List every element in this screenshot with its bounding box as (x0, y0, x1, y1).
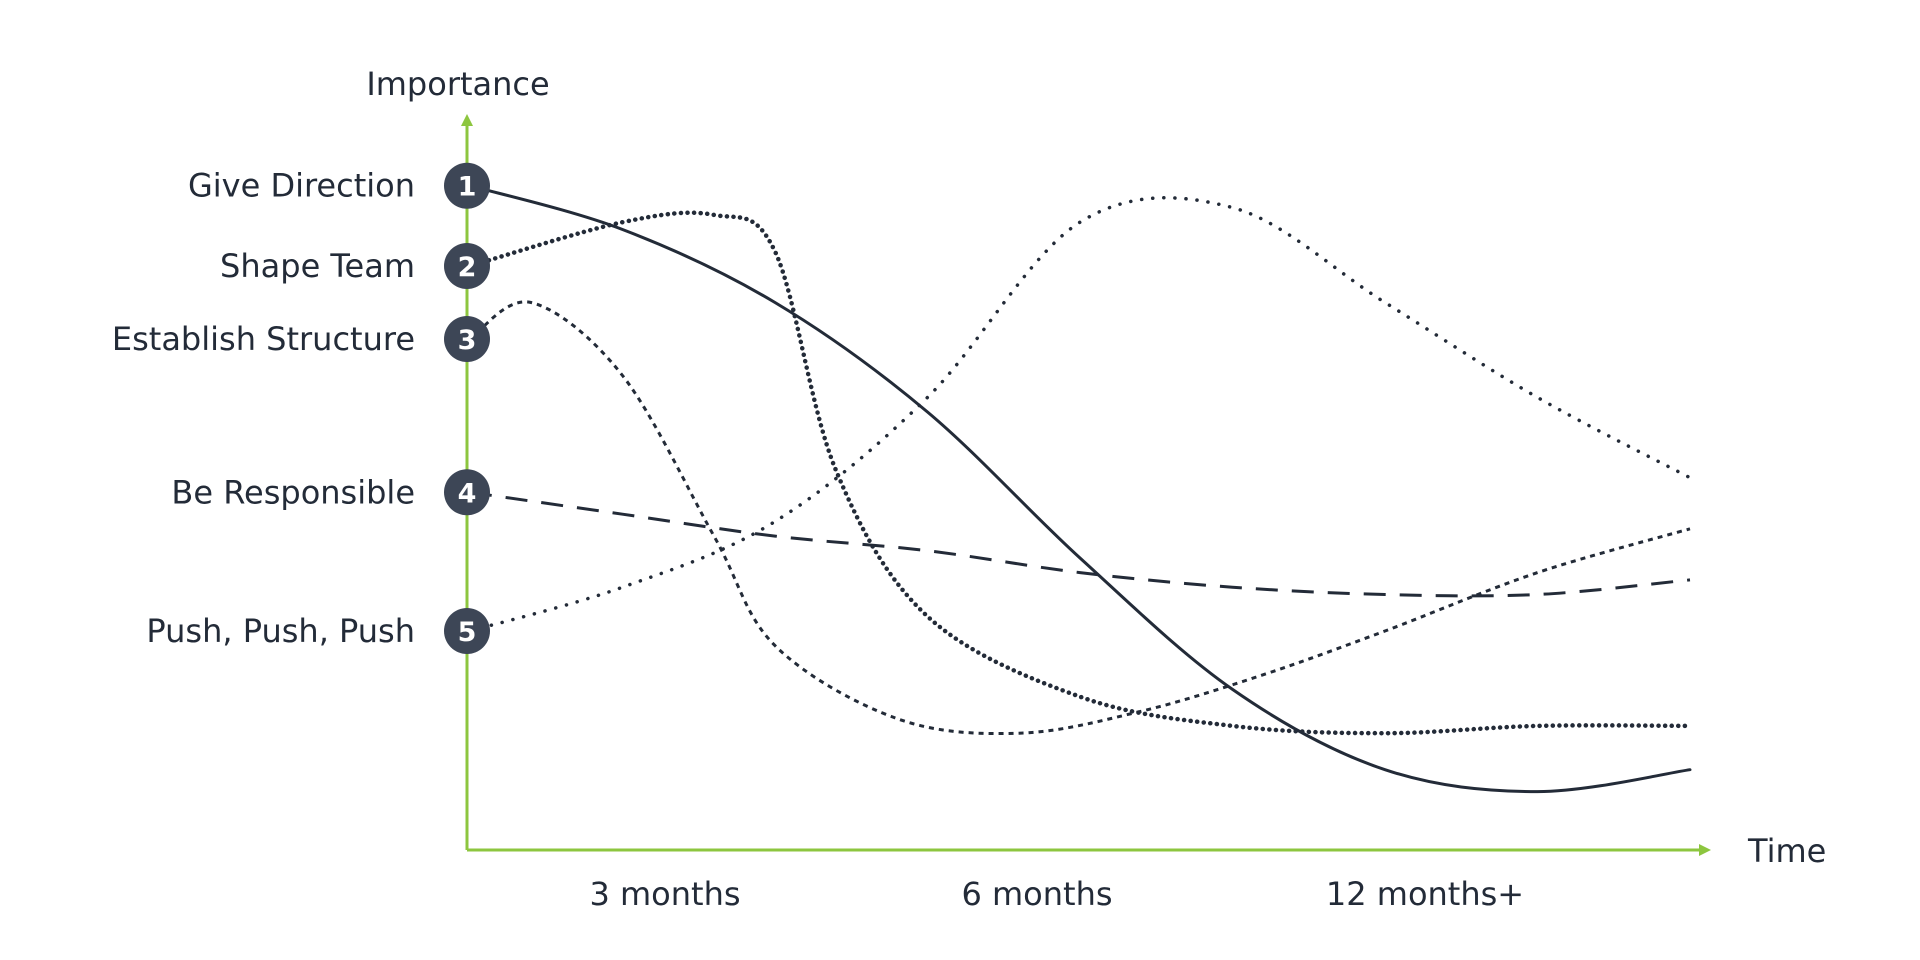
series-line-3 (469, 300, 1691, 736)
series-badge-circle (444, 162, 490, 209)
series-badge-circle (444, 469, 490, 516)
series-name-label: Shape Team (220, 247, 415, 285)
series-name-label: Push, Push, Push (146, 612, 415, 650)
series-badge-circle (444, 243, 490, 289)
x-tick-label-12-months: 12 months+ (1326, 875, 1524, 913)
series-line-5 (468, 196, 1692, 633)
y-axis-label: Importance (366, 65, 549, 103)
series-name-label: Establish Structure (112, 320, 415, 358)
series-badge-circle (444, 316, 490, 362)
series-name-label: Be Responsible (171, 473, 415, 511)
series-badge-3: 3 Establish Structure (112, 316, 490, 362)
series-name-label: Give Direction (188, 167, 415, 205)
series-line-2 (467, 210, 1693, 736)
series-line-1 (468, 184, 1692, 794)
series-badge-number: 1 (458, 172, 477, 203)
series-badge-4: 4 Be Responsible (171, 469, 490, 516)
x-tick-label-6-months: 6 months (961, 875, 1112, 913)
x-tick-label-3-months: 3 months (589, 875, 740, 913)
series-badge-2: 2 Shape Team (220, 243, 490, 289)
series-line-4 (469, 490, 1691, 598)
series-badge-5: 5 Push, Push, Push (146, 608, 490, 654)
series-badge-number: 4 (458, 478, 477, 509)
series-badge-number: 3 (458, 325, 477, 356)
series-badge-number: 2 (458, 252, 477, 283)
series-badge-1: 1 Give Direction (188, 162, 490, 209)
series-badge-number: 5 (458, 617, 477, 648)
series-badge-circle (444, 608, 490, 654)
x-axis-label: Time (1747, 832, 1826, 870)
